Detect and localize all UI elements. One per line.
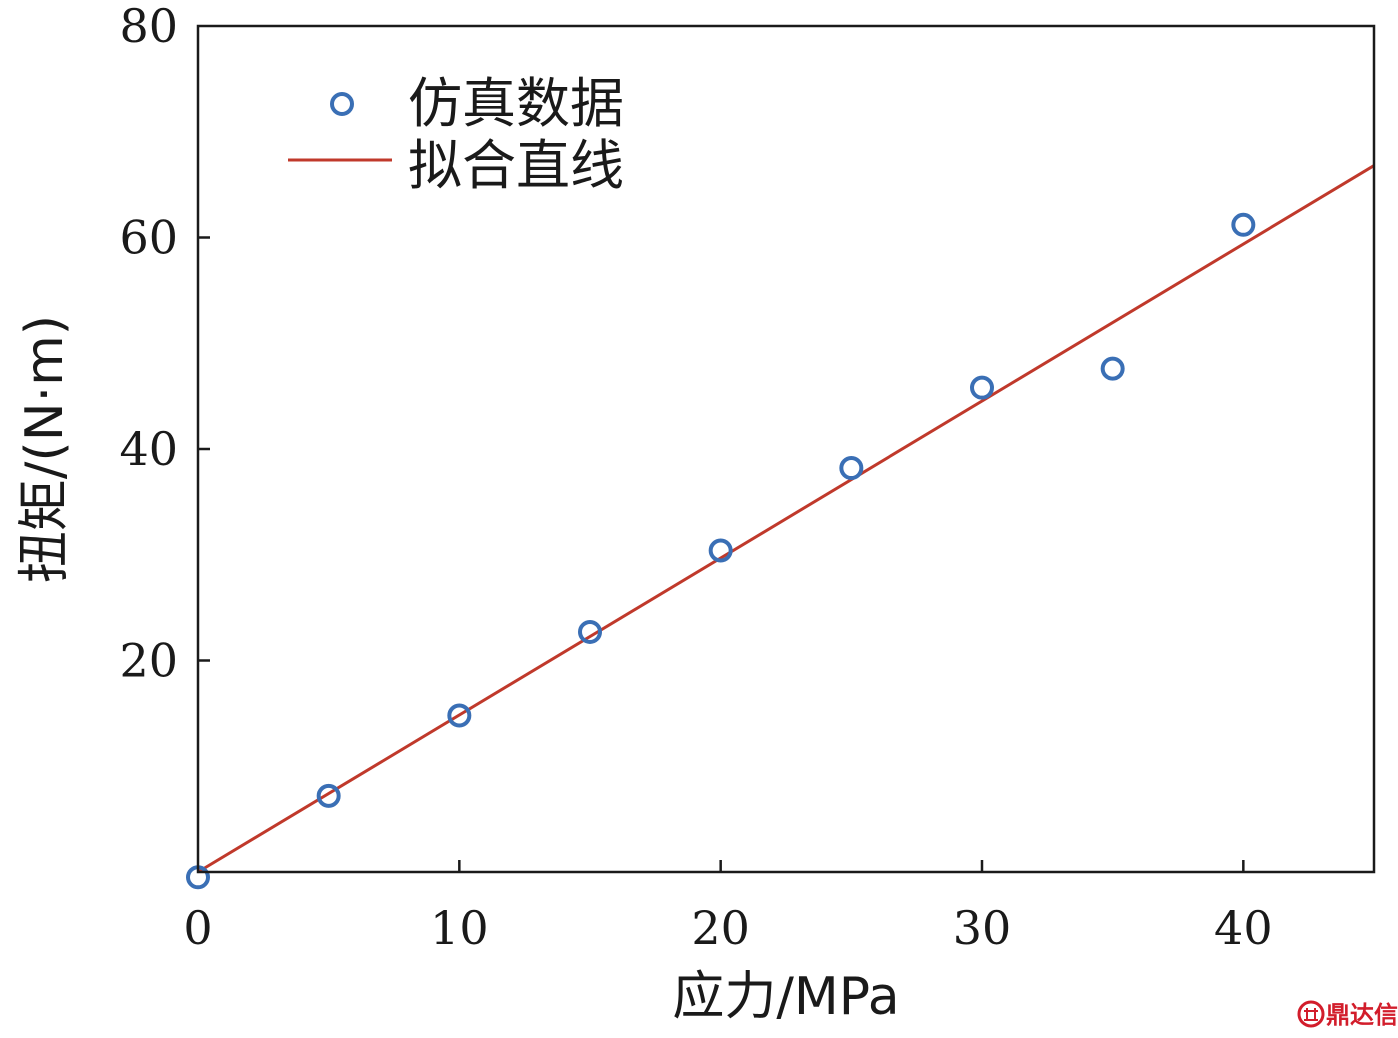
y-tick-label: 20 — [119, 634, 178, 688]
x-tick-label: 30 — [953, 901, 1012, 955]
data-point-layer — [186, 212, 1256, 890]
data-point — [708, 538, 733, 563]
dingdaxin-logo-icon — [1297, 1000, 1325, 1028]
y-tick-label: 80 — [119, 0, 178, 53]
y-tick-label: 40 — [119, 422, 178, 476]
legend-label-simulation: 仿真数据 — [408, 72, 624, 135]
data-point — [1100, 356, 1125, 381]
fit-line-layer — [197, 164, 1375, 874]
tick-layer — [198, 236, 1245, 872]
data-point — [1231, 212, 1256, 237]
plot-frame — [196, 24, 1376, 874]
y-axis-label: 扭矩/(N·m) — [15, 315, 75, 583]
legend: 仿真数据 拟合直线 — [288, 72, 624, 197]
watermark-text: 鼎达信 — [1326, 1001, 1398, 1029]
data-point — [970, 375, 994, 400]
tick-label-layer: 0 10 20 30 40 20 40 60 80 — [119, 0, 1272, 955]
x-tick-label: 20 — [691, 901, 750, 955]
x-axis-label: 应力/MPa — [672, 967, 899, 1027]
fit-line — [197, 164, 1375, 874]
data-point — [316, 783, 341, 808]
x-tick-label: 0 — [183, 901, 212, 955]
watermark: 鼎达信 — [1297, 1000, 1398, 1029]
legend-marker-scatter — [330, 92, 354, 116]
x-tick-label: 10 — [430, 901, 489, 955]
data-point — [578, 619, 602, 644]
data-point — [839, 456, 864, 481]
data-point — [447, 703, 472, 728]
x-tick-label: 40 — [1214, 901, 1273, 955]
y-tick-label: 60 — [119, 211, 178, 265]
legend-label-fit: 拟合直线 — [408, 134, 624, 197]
